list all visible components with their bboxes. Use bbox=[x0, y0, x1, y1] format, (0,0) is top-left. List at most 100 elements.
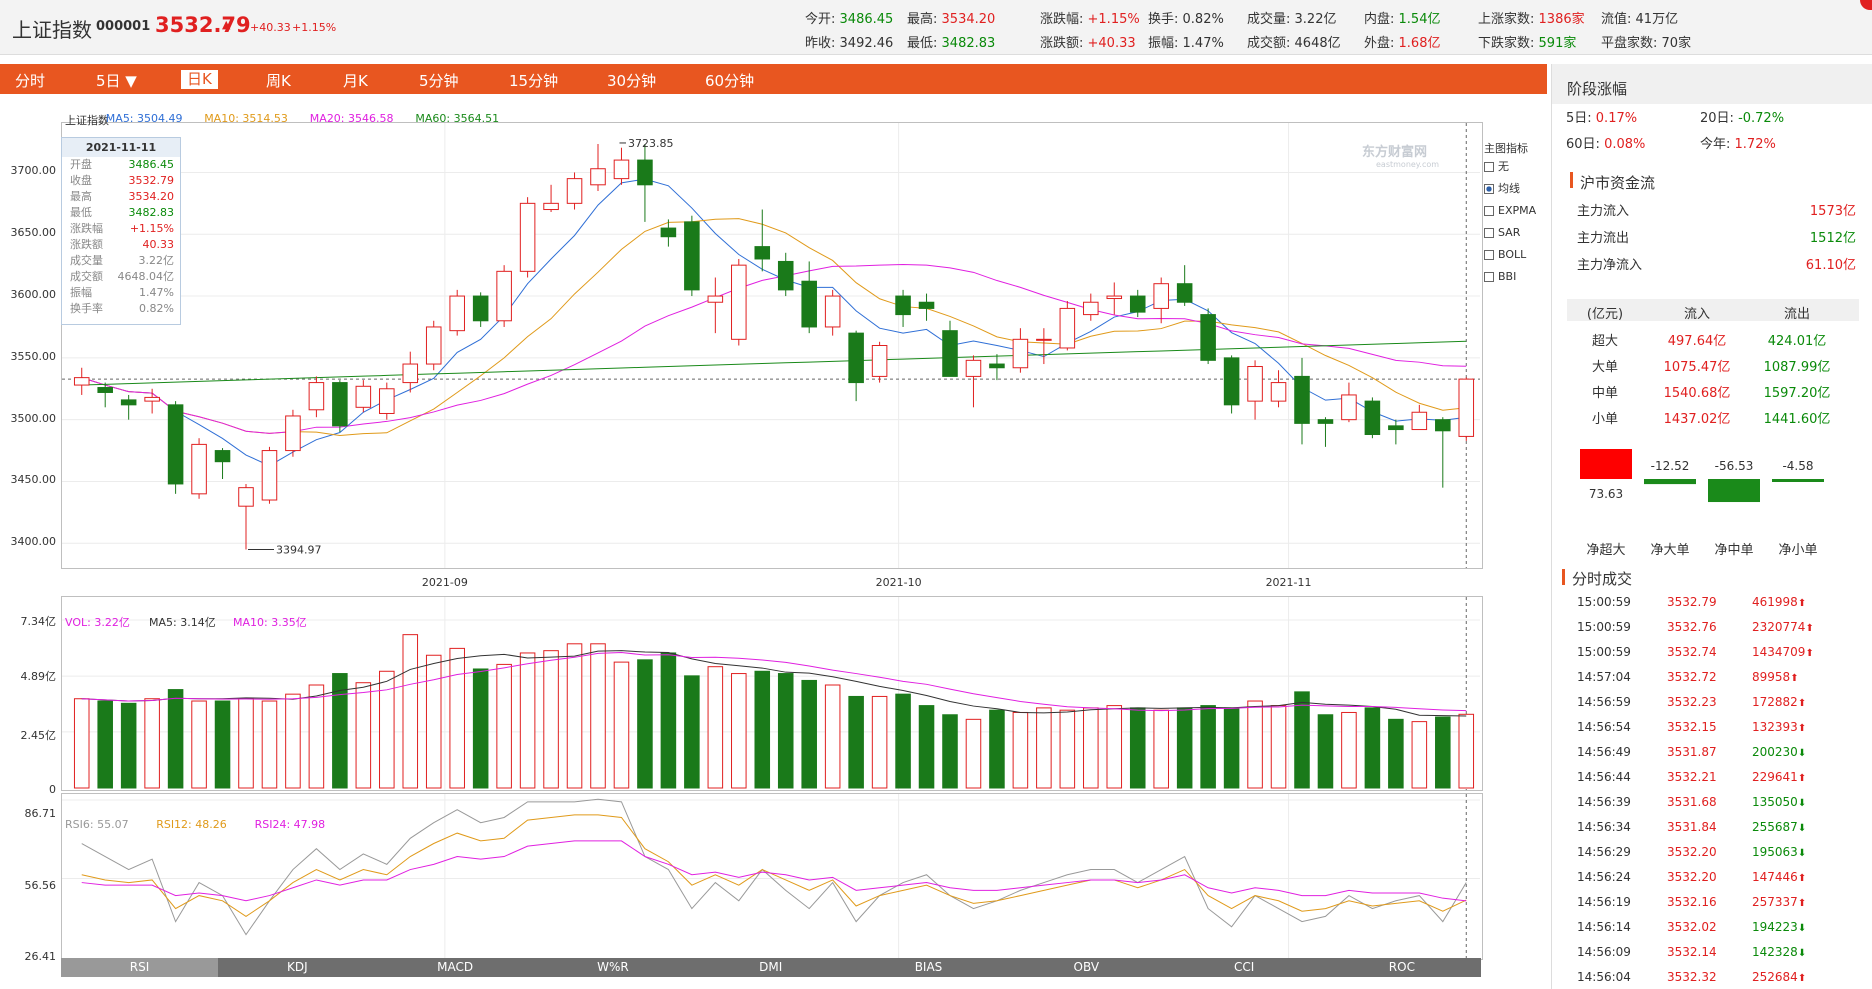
candle bbox=[308, 382, 325, 411]
volume-chart[interactable] bbox=[62, 597, 1482, 790]
indicator-option[interactable]: SAR bbox=[1484, 222, 1550, 244]
sub-tab-W%R[interactable]: W%R bbox=[597, 960, 629, 974]
sub-tab-BIAS[interactable]: BIAS bbox=[914, 960, 943, 974]
tab-2[interactable]: 日K bbox=[181, 70, 218, 89]
candle bbox=[613, 159, 630, 180]
volume-bar bbox=[1083, 707, 1099, 789]
volume-bar bbox=[989, 709, 1005, 789]
volume-bar bbox=[801, 679, 817, 789]
candle bbox=[754, 246, 771, 260]
volume-bar bbox=[1388, 718, 1404, 789]
rsi-chart[interactable] bbox=[62, 794, 1482, 959]
tooltip-value: 3532.79 bbox=[128, 174, 175, 187]
volume-bar bbox=[1059, 709, 1076, 789]
volume-bar bbox=[895, 693, 911, 789]
table-header-cell: (亿元) bbox=[1586, 307, 1624, 322]
tick-volume-cell: 461998⬆ bbox=[1752, 595, 1860, 609]
stat-item: 涨跌幅: +1.15% bbox=[1040, 8, 1140, 27]
corner-badge[interactable] bbox=[1860, 0, 1872, 10]
stage-key: 今年: bbox=[1700, 137, 1731, 152]
kline-panel: 3723.85 3394.97 bbox=[61, 122, 1483, 569]
sub-tab-CCI[interactable]: CCI bbox=[1233, 960, 1255, 974]
tick-price: 3532.72 bbox=[1667, 670, 1717, 684]
arrow-down-icon: ⬇ bbox=[1797, 948, 1807, 959]
stat-label: 振幅: bbox=[1148, 36, 1179, 51]
stat-label: 最高: bbox=[907, 12, 938, 27]
sub-tab-KDJ[interactable]: KDJ bbox=[286, 960, 308, 974]
indicator-label: 均线 bbox=[1498, 182, 1520, 195]
indicator-option[interactable]: BOLL bbox=[1484, 244, 1550, 266]
candle bbox=[895, 295, 911, 316]
checkbox-icon[interactable] bbox=[1484, 184, 1494, 194]
legend-item: MA20: 3546.58 bbox=[309, 112, 394, 125]
checkbox-icon[interactable] bbox=[1484, 206, 1494, 216]
tooltip-key: 涨跌幅 bbox=[70, 222, 103, 235]
table-in: 497.64亿 bbox=[1667, 334, 1727, 349]
tick-volume: 1434709 bbox=[1752, 645, 1806, 659]
tab-5[interactable]: 5分钟 bbox=[419, 72, 459, 90]
volume-bar bbox=[97, 700, 113, 789]
tab-7[interactable]: 30分钟 bbox=[607, 72, 657, 90]
candle bbox=[1364, 400, 1381, 435]
candle bbox=[801, 280, 817, 328]
flow-label: 主力净流入 bbox=[1577, 258, 1643, 273]
vol-ma10-line bbox=[81, 652, 1467, 712]
checkbox-icon[interactable] bbox=[1484, 162, 1494, 172]
indicator-option[interactable]: EXPMA bbox=[1484, 200, 1550, 222]
volume-bar bbox=[261, 700, 278, 789]
y-tick-label: 3500.00 bbox=[10, 411, 57, 425]
tick-price: 3532.20 bbox=[1667, 870, 1717, 884]
tick-price: 3532.32 bbox=[1667, 970, 1717, 984]
kline-chart[interactable]: 3723.85 3394.97 bbox=[62, 123, 1482, 568]
indicator-option[interactable]: 无 bbox=[1484, 156, 1550, 178]
candle bbox=[191, 443, 207, 495]
volume-bar bbox=[472, 668, 489, 789]
table-header-cell: 流出 bbox=[1783, 307, 1810, 322]
tab-8[interactable]: 60分钟 bbox=[705, 72, 755, 90]
stat-value: 3486.45 bbox=[835, 12, 894, 27]
sub-tab-MACD[interactable]: MACD bbox=[437, 960, 474, 974]
tick-price: 3532.14 bbox=[1667, 945, 1717, 959]
arrow-down-icon: ⬇ bbox=[1797, 848, 1807, 859]
volume-bar bbox=[1012, 711, 1029, 789]
stat-value: 41万亿 bbox=[1631, 12, 1679, 27]
stat-value: +40.33 bbox=[1083, 36, 1136, 51]
candle bbox=[777, 260, 794, 291]
tick-volume-cell: 255687⬇ bbox=[1752, 820, 1860, 834]
stat-value: 0.82% bbox=[1178, 12, 1224, 27]
tab-0[interactable]: 分时 bbox=[15, 72, 46, 90]
tooltip-row: 开盘 3486.45 bbox=[62, 157, 180, 173]
stat-label: 外盘: bbox=[1364, 36, 1395, 51]
checkbox-icon[interactable] bbox=[1484, 228, 1494, 238]
table-row-label: 小单 bbox=[1591, 412, 1618, 427]
index-name: 上证指数 bbox=[12, 18, 92, 42]
sub-tab-DMI[interactable]: DMI bbox=[759, 960, 783, 974]
stage-title: 阶段涨幅 bbox=[1567, 80, 1628, 98]
tick-price: 3531.87 bbox=[1667, 745, 1717, 759]
tooltip-key: 最高 bbox=[70, 190, 92, 203]
volume-bar bbox=[707, 666, 724, 789]
checkbox-icon[interactable] bbox=[1484, 250, 1494, 260]
tick-time: 14:56:59 bbox=[1577, 695, 1631, 709]
indicator-option[interactable]: 均线 bbox=[1484, 178, 1550, 200]
volume-bar bbox=[285, 693, 301, 789]
net-flow-label: 净中单 bbox=[1714, 543, 1754, 558]
tab-6[interactable]: 15分钟 bbox=[509, 72, 559, 90]
tick-volume-cell: 132393⬆ bbox=[1752, 720, 1860, 734]
sub-tab-OBV[interactable]: OBV bbox=[1073, 960, 1100, 974]
candle bbox=[684, 221, 700, 291]
stat-label: 最低: bbox=[907, 36, 938, 51]
candle bbox=[1106, 295, 1123, 300]
sub-tab-RSI[interactable]: RSI bbox=[61, 958, 218, 977]
tab-4[interactable]: 月K bbox=[343, 72, 368, 90]
indicator-option[interactable]: BBI bbox=[1484, 266, 1550, 288]
ticks-title-bar bbox=[1562, 569, 1565, 585]
tab-1[interactable]: 5日 ▼ bbox=[96, 72, 137, 90]
tab-3[interactable]: 周K bbox=[266, 72, 291, 90]
stat-label: 涨跌额: bbox=[1040, 36, 1084, 51]
indicator-label: BOLL bbox=[1498, 248, 1527, 261]
arrow-up-icon: ⬆ bbox=[1797, 898, 1807, 909]
volume-bar bbox=[613, 661, 630, 789]
checkbox-icon[interactable] bbox=[1484, 272, 1494, 282]
sub-tab-ROC[interactable]: ROC bbox=[1388, 960, 1415, 974]
